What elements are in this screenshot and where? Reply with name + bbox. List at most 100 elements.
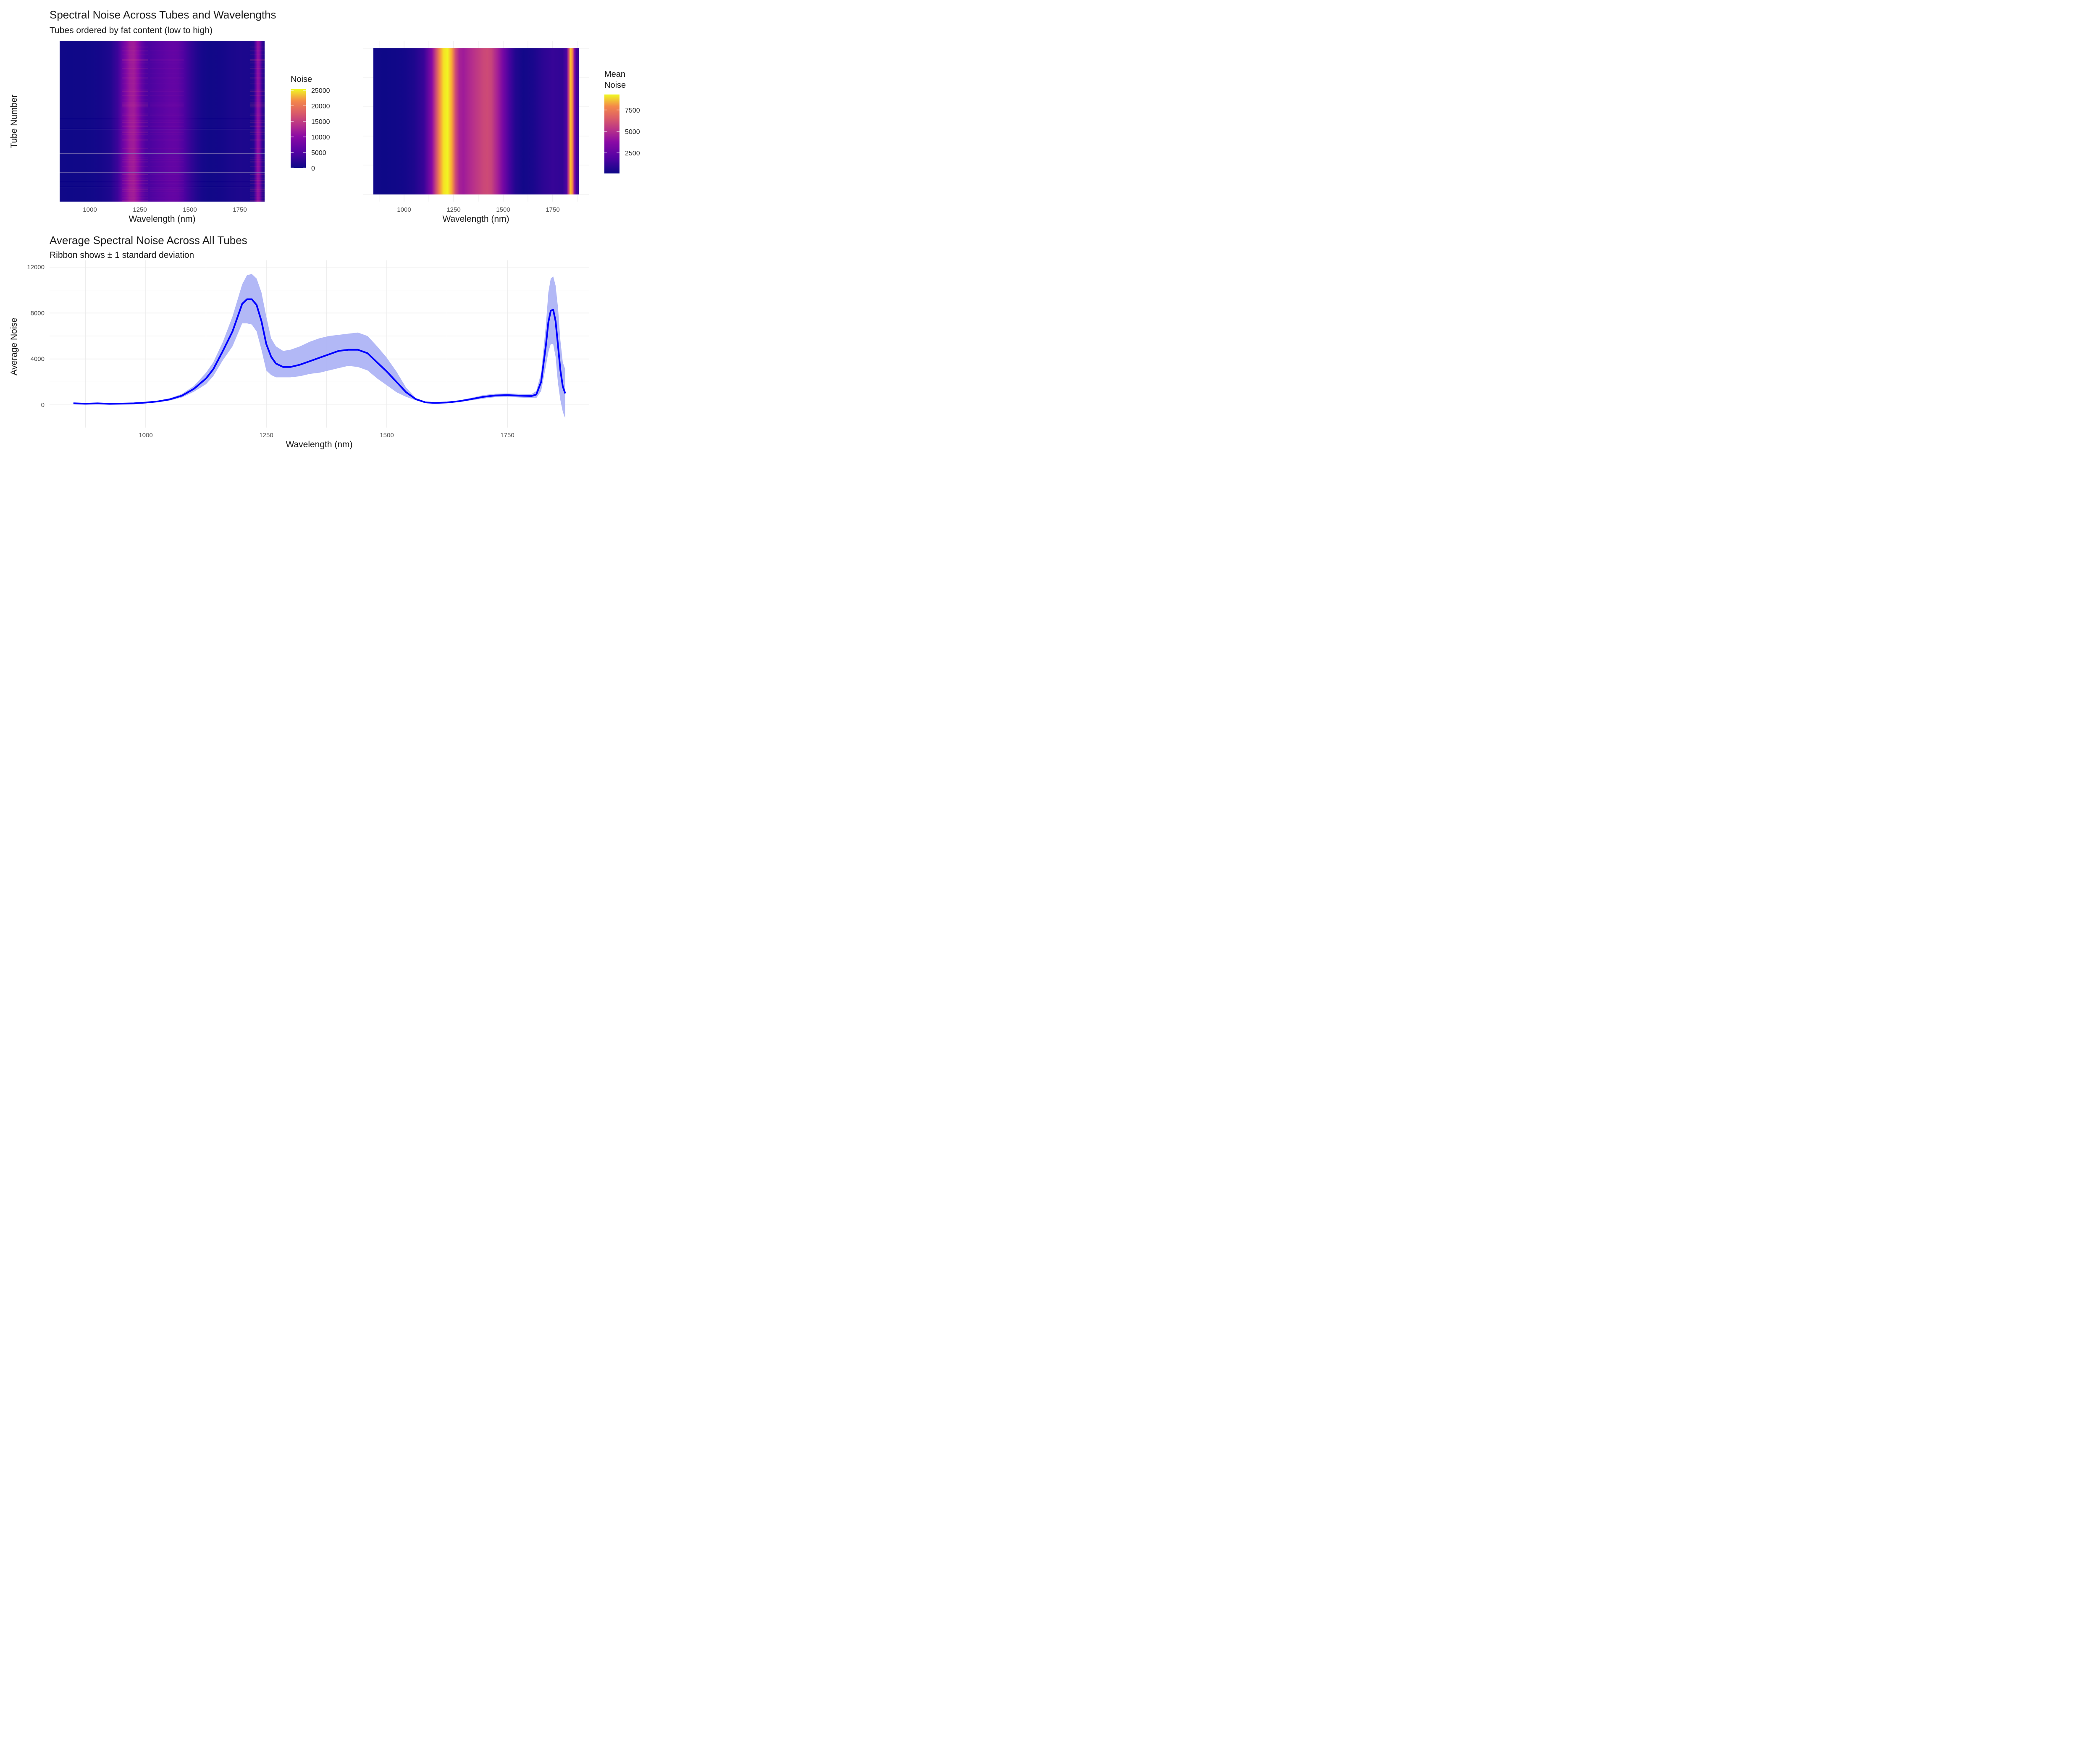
tube-row bbox=[249, 159, 265, 160]
tube-row bbox=[150, 189, 184, 190]
tube-row bbox=[122, 180, 148, 181]
tube-row bbox=[122, 130, 148, 131]
tube-row bbox=[150, 68, 184, 69]
noise-legend-tick-label: 15000 bbox=[311, 118, 330, 126]
bottom-y-tick-label: 0 bbox=[41, 402, 45, 409]
tube-row bbox=[150, 180, 184, 181]
tube-row bbox=[249, 134, 265, 135]
mean-legend-tick-label: 7500 bbox=[625, 107, 640, 114]
noise-legend-ticks: 0 5000 10000 15000 20000 25000 bbox=[291, 87, 330, 172]
top-left-x-axis-title: Wavelength (nm) bbox=[129, 214, 196, 224]
tube-row bbox=[150, 139, 184, 140]
tube-row bbox=[150, 132, 184, 133]
tube-row bbox=[150, 95, 184, 96]
tube-row bbox=[122, 166, 148, 167]
tube-row bbox=[122, 189, 148, 190]
tube-row bbox=[249, 106, 265, 107]
tube-row bbox=[122, 181, 148, 182]
tube-row bbox=[122, 54, 148, 55]
top-left-x-tick-label: 1750 bbox=[233, 206, 247, 213]
tube-row bbox=[122, 161, 148, 162]
tube-row bbox=[249, 166, 265, 167]
tube-row bbox=[150, 178, 184, 179]
tube-row bbox=[122, 60, 148, 61]
top-left-x-tick-label: 1250 bbox=[133, 206, 147, 213]
tube-row bbox=[249, 114, 265, 115]
tube-row bbox=[250, 108, 265, 109]
tube-row bbox=[150, 140, 184, 141]
bottom-gridlines bbox=[50, 260, 589, 428]
tube-row bbox=[249, 197, 265, 198]
tube-row bbox=[249, 131, 265, 132]
tube-row bbox=[250, 65, 265, 66]
tube-row bbox=[249, 191, 265, 192]
tube-row bbox=[122, 102, 148, 103]
tube-row bbox=[150, 118, 184, 119]
tube-row bbox=[150, 166, 184, 167]
tube-row bbox=[249, 189, 265, 190]
tube-row bbox=[249, 140, 265, 141]
tube-row bbox=[249, 126, 265, 127]
mean-noise-legend-title-line1: Mean bbox=[604, 70, 626, 79]
tube-row bbox=[150, 183, 184, 184]
tube-row bbox=[122, 103, 148, 104]
tube-row bbox=[150, 148, 184, 149]
tube-row bbox=[250, 56, 265, 57]
top-right-heatmap: 1000 1250 1500 1750 bbox=[363, 41, 589, 213]
tube-row bbox=[249, 162, 265, 163]
tube-row bbox=[122, 108, 148, 109]
top-right-x-ticks: 1000 1250 1500 1750 bbox=[397, 206, 559, 213]
bottom-subtitle: Ribbon shows ± 1 standard deviation bbox=[50, 250, 194, 260]
tube-row bbox=[249, 183, 265, 184]
tube-row bbox=[249, 113, 265, 114]
bottom-y-tick-label: 12000 bbox=[27, 264, 45, 271]
average-noise-line bbox=[73, 298, 566, 405]
tube-row bbox=[150, 197, 184, 198]
tube-row bbox=[122, 171, 148, 172]
noise-legend: 0 5000 10000 15000 20000 25000 bbox=[291, 87, 330, 172]
tube-row bbox=[249, 178, 265, 179]
tube-row bbox=[150, 171, 184, 172]
tube-row bbox=[122, 81, 148, 82]
mean-legend-tick-label: 2500 bbox=[625, 150, 640, 157]
tube-row bbox=[122, 178, 148, 179]
tube-row bbox=[250, 123, 265, 124]
tube-row bbox=[249, 130, 265, 131]
tube-row bbox=[150, 186, 184, 187]
tube-row bbox=[150, 47, 184, 48]
tube-row bbox=[150, 83, 184, 84]
tube-row bbox=[249, 188, 265, 189]
tube-row bbox=[122, 113, 148, 114]
tube-row bbox=[249, 122, 265, 123]
tube-row bbox=[122, 162, 148, 163]
tube-row bbox=[250, 171, 265, 172]
tube-row bbox=[122, 114, 148, 115]
tube-row bbox=[249, 90, 265, 91]
tube-row bbox=[249, 139, 265, 140]
tube-row bbox=[150, 113, 184, 114]
chart-canvas: 1000 1250 1500 1750 05000100001500020000250… bbox=[27, 41, 640, 439]
tube-row bbox=[122, 139, 148, 140]
tube-row bbox=[249, 60, 265, 61]
tube-row bbox=[150, 123, 184, 124]
tube-row bbox=[150, 107, 184, 108]
tube-row bbox=[122, 126, 148, 127]
tube-row bbox=[122, 122, 148, 123]
top-left-heatmap: 1000 1250 1500 1750 bbox=[60, 41, 265, 213]
tube-row bbox=[150, 104, 184, 105]
noise-legend-title: Noise bbox=[291, 75, 312, 84]
bottom-title: Average Spectral Noise Across All Tubes bbox=[50, 234, 247, 247]
tube-row bbox=[122, 89, 148, 90]
tube-row bbox=[122, 107, 148, 108]
tube-row bbox=[249, 107, 265, 108]
tube-row bbox=[249, 201, 265, 202]
tube-row bbox=[150, 126, 184, 127]
tube-row bbox=[150, 81, 184, 82]
tube-row bbox=[249, 105, 265, 106]
tube-row bbox=[122, 140, 148, 141]
tube-row bbox=[150, 159, 184, 160]
tube-row bbox=[122, 183, 148, 184]
tube-row bbox=[122, 56, 148, 57]
tube-row bbox=[150, 51, 184, 52]
tube-row bbox=[249, 50, 265, 51]
